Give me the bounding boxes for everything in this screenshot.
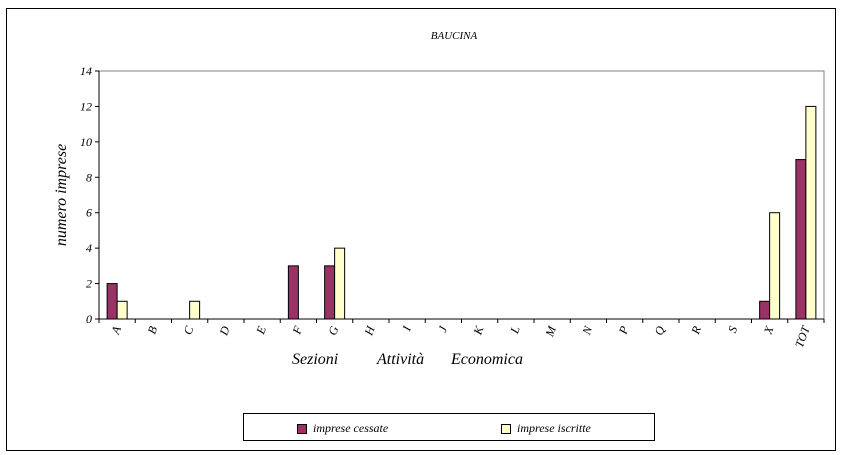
legend-item-iscritte: imprese iscritte [501,421,591,436]
x-tick-label: I [399,323,414,333]
bar-iscritte [769,212,781,320]
x-tick-label: L [507,324,523,336]
chart-frame [6,8,836,451]
x-tick-label: F [289,324,305,337]
y-tick-label: 12 [80,99,92,113]
legend-item-cessate: imprese cessate [297,421,388,436]
bar-cessate [287,265,299,320]
y-axis-label: numero imprese [53,144,70,246]
y-tick-label: 0 [86,312,92,326]
x-tick-label: S [725,324,740,334]
y-tick-label: 2 [86,277,92,291]
bar-cessate [324,265,336,320]
y-tick-label: 6 [86,206,92,220]
x-tick-label: R [688,324,704,337]
x-axis-label: Sezioni Attività Economica [292,351,523,368]
y-tick-label: 14 [80,64,92,78]
x-tick-label: M [542,323,559,339]
bar-cessate [795,159,807,320]
x-axis-label-part: Attività [376,351,424,368]
legend-swatch [297,423,307,434]
bar-iscritte [189,300,201,320]
x-tick-label: TOT [792,323,813,350]
x-tick-label: P [615,324,631,337]
x-tick-label: B [145,324,161,336]
x-tick-label: X [760,324,776,337]
legend-swatch [501,423,511,434]
y-tick-label: 4 [86,241,92,255]
x-tick-label: J [435,324,450,334]
x-tick-label: C [181,323,197,336]
x-tick-label: G [325,324,341,337]
x-axis-label-part: Sezioni [292,351,338,368]
y-tick-label: 10 [80,135,92,149]
x-tick-label: A [108,324,124,337]
bar-cessate [106,283,118,320]
legend-label: imprese iscritte [517,421,591,435]
chart-title: BAUCINA [431,30,478,42]
x-tick-label: D [216,324,233,338]
x-tick-label: Q [652,324,668,337]
x-tick-label: H [361,323,378,338]
x-axis-label-part: Economica [450,351,523,368]
x-tick-label: E [253,324,269,337]
bar-iscritte [116,300,128,320]
bar-iscritte [805,105,817,320]
chart-legend: imprese cessate imprese iscritte [243,413,655,441]
bar-cessate [759,300,771,320]
bar-iscritte [334,247,346,320]
x-tick-label: K [470,323,487,337]
plot-area [98,70,825,320]
legend-label: imprese cessate [313,421,389,435]
y-tick-label: 8 [86,170,92,184]
x-tick-label: N [579,323,596,337]
